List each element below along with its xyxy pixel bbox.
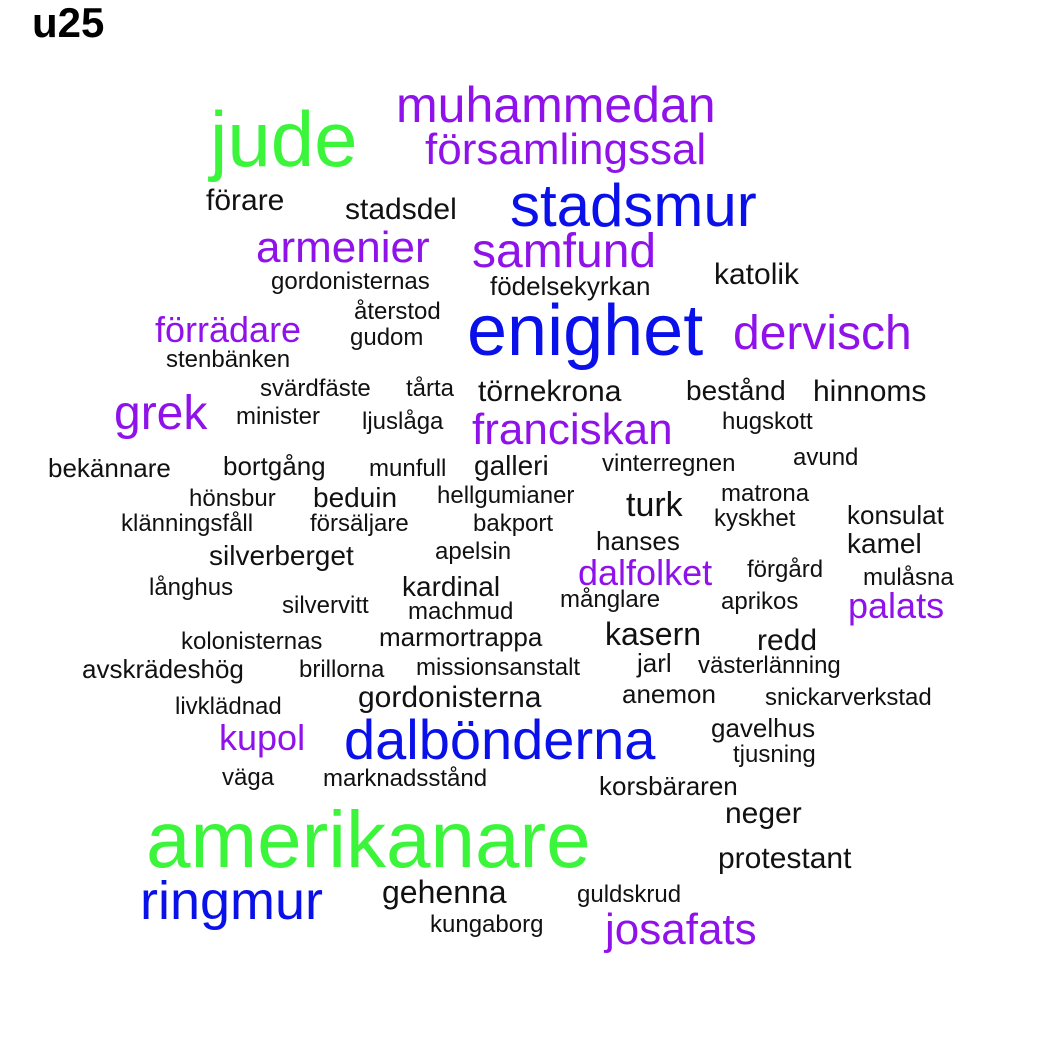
word-turk: turk	[626, 486, 683, 524]
word-klanningsfall: klänningsfåll	[121, 510, 254, 537]
word-avskradeshog: avskrädeshög	[82, 654, 244, 684]
word-kamel: kamel	[847, 528, 922, 559]
word-grek: grek	[114, 387, 208, 440]
word-svardfaste: svärdfäste	[260, 375, 371, 402]
word-bestand: bestånd	[686, 375, 786, 406]
word-silverberget: silverberget	[209, 540, 354, 571]
word-ringmur: ringmur	[140, 871, 324, 931]
word-kyskhet: kyskhet	[714, 505, 796, 532]
word-forsamlingssal: församlingssal	[425, 125, 707, 174]
word-mulasna: mulåsna	[863, 564, 954, 591]
word-samfund: samfund	[472, 225, 657, 278]
word-neger: neger	[725, 797, 802, 830]
word-gudom: gudom	[350, 324, 424, 351]
word-guldskrud: guldskrud	[577, 881, 682, 908]
word-forsaljare: försäljare	[310, 510, 409, 537]
word-hinnoms: hinnoms	[813, 375, 927, 408]
word-silvervitt: silvervitt	[282, 592, 369, 619]
word-muhammedan: muhammedan	[396, 77, 716, 133]
word-gavelhus: gavelhus	[711, 713, 816, 743]
word-tarta: tårta	[406, 375, 455, 402]
word-snickarverkstad: snickarverkstad	[765, 684, 932, 711]
word-dalfolket: dalfolket	[578, 552, 713, 593]
word-forradare: förrädare	[155, 309, 302, 350]
word-missionsanstalt: missionsanstalt	[416, 654, 581, 681]
word-bortgang: bortgång	[223, 451, 326, 481]
word-avund: avund	[793, 444, 859, 471]
word-josafats: josafats	[605, 905, 757, 954]
word-hugskott: hugskott	[722, 408, 813, 435]
word-fodelsekyrkan: födelsekyrkan	[490, 271, 651, 301]
word-anemon: anemon	[622, 679, 716, 709]
word-redd: redd	[757, 624, 818, 657]
word-konsulat: konsulat	[847, 500, 944, 530]
word-korsbararen: korsbäraren	[599, 771, 738, 801]
word-gehenna: gehenna	[382, 874, 507, 910]
word-bakport: bakport	[473, 510, 554, 537]
word-vinterregnen: vinterregnen	[602, 450, 736, 477]
word-jarl: jarl	[637, 648, 672, 678]
word-ljuslaga: ljuslåga	[362, 408, 444, 435]
word-kardinal: kardinal	[402, 571, 501, 602]
word-matrona: matrona	[721, 480, 810, 507]
word-brillorna: brillorna	[299, 656, 385, 683]
word-manglare: månglare	[560, 586, 661, 613]
word-beduin: beduin	[313, 482, 398, 513]
word-apelsin: apelsin	[435, 538, 512, 565]
word-minister: minister	[236, 403, 321, 430]
word-hanses: hanses	[596, 526, 680, 556]
word-galleri: galleri	[474, 450, 549, 481]
word-kungaborg: kungaborg	[430, 911, 544, 938]
word-vaga: väga	[222, 764, 275, 791]
word-machmud: machmud	[408, 598, 514, 625]
word-langhus: långhus	[149, 574, 234, 601]
word-gordonisternas: gordonisternas	[271, 268, 430, 295]
word-marmortrappa: marmortrappa	[379, 622, 543, 652]
word-gordonisterna: gordonisterna	[358, 681, 542, 714]
word-forare: förare	[206, 184, 285, 217]
word-stadsdel: stadsdel	[345, 193, 457, 226]
word-hellgumianer: hellgumianer	[437, 482, 575, 509]
word-livkladnad: livklädnad	[175, 693, 282, 720]
word-tornekrona: törnekrona	[478, 375, 622, 408]
word-armenier: armenier	[256, 223, 430, 272]
word-franciskan: franciskan	[472, 405, 673, 454]
word-enighet: enighet	[467, 291, 704, 371]
word-aterstod: återstod	[354, 298, 441, 325]
word-vasterlanning: västerlänning	[698, 652, 841, 679]
word-jude: jude	[210, 95, 358, 183]
chart-title: u25	[32, 0, 105, 46]
word-marknadsstand: marknadsstånd	[323, 765, 488, 792]
word-kasern: kasern	[605, 616, 702, 652]
word-stenbanken: stenbänken	[166, 346, 291, 373]
word-bekannare: bekännare	[48, 453, 171, 483]
word-stadsmur: stadsmur	[510, 172, 757, 239]
word-kupol: kupol	[219, 717, 306, 758]
word-amerikanare: amerikanare	[146, 795, 591, 884]
word-protestant: protestant	[718, 842, 852, 875]
word-honsbur: hönsbur	[189, 485, 276, 512]
word-forgard: förgård	[747, 556, 824, 583]
word-tjusning: tjusning	[733, 741, 816, 768]
word-munfull: munfull	[369, 455, 447, 482]
word-katolik: katolik	[714, 258, 800, 291]
word-dalbonderna: dalbönderna	[344, 708, 656, 771]
word-aprikos: aprikos	[721, 588, 799, 615]
word-dervisch: dervisch	[733, 307, 912, 360]
word-kolonisternas: kolonisternas	[181, 628, 323, 655]
word-palats: palats	[848, 585, 945, 626]
